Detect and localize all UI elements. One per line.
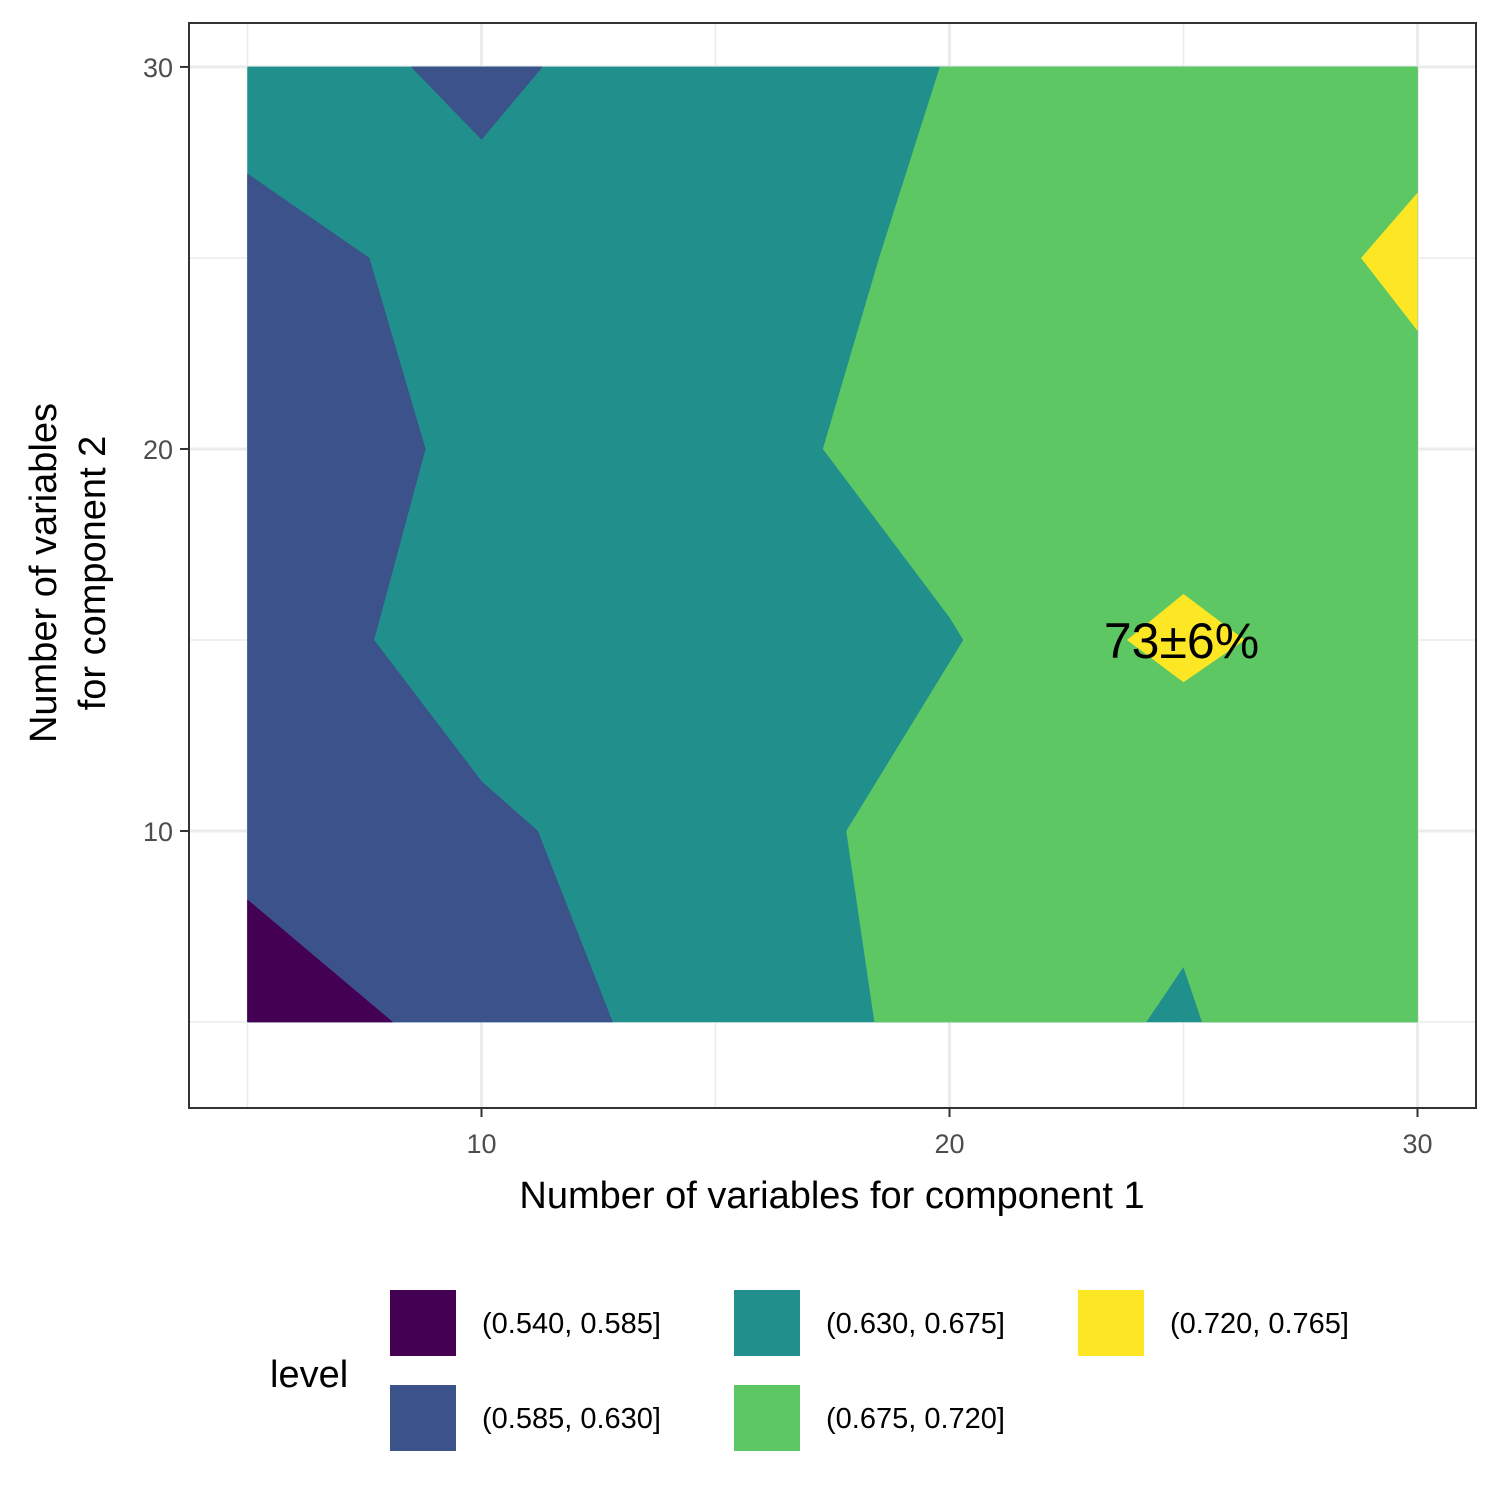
legend-swatch	[390, 1385, 456, 1451]
plot-border	[188, 22, 1477, 1109]
y-tick-label: 20	[143, 435, 173, 465]
y-axis-title-line-2: for component 2	[72, 436, 114, 711]
legend-swatch	[390, 1290, 456, 1356]
contour-region	[1126, 593, 1245, 683]
contour-regions	[247, 66, 1418, 1023]
annotation-label: 73±6%	[1104, 613, 1259, 669]
contour-region	[822, 66, 1418, 1023]
y-tick-label: 30	[143, 53, 173, 83]
x-tick-label: 10	[466, 1129, 496, 1159]
contour-region	[247, 899, 394, 1023]
legend-swatch	[734, 1385, 800, 1451]
legend-label: (0.720, 0.765]	[1170, 1308, 1349, 1340]
contour-region	[410, 66, 543, 140]
legend-title: level	[270, 1354, 348, 1396]
y-axis-title-line-1: Number of variables	[23, 403, 65, 743]
legend-swatch	[1078, 1290, 1144, 1356]
contour-region	[1360, 192, 1418, 332]
legend-label: (0.675, 0.720]	[826, 1403, 1005, 1435]
annotations: 73±6%	[1104, 613, 1259, 669]
axis-ticks: 10 20 30 10 20 30	[143, 53, 1433, 1159]
x-axis-title: Number of variables for component 1	[519, 1175, 1144, 1217]
legend-label: (0.630, 0.675]	[826, 1308, 1005, 1340]
y-axis-title: Number of variables for component 2	[23, 403, 114, 743]
legend-label: (0.585, 0.630]	[482, 1403, 661, 1435]
legend-swatch	[734, 1290, 800, 1356]
legend: level (0.540, 0.585] (0.585, 0.630] (0.630…	[270, 1290, 1349, 1451]
x-tick-label: 20	[934, 1129, 964, 1159]
x-tick-label: 30	[1402, 1129, 1432, 1159]
legend-label: (0.540, 0.585]	[482, 1308, 661, 1340]
y-tick-label: 10	[143, 817, 173, 847]
